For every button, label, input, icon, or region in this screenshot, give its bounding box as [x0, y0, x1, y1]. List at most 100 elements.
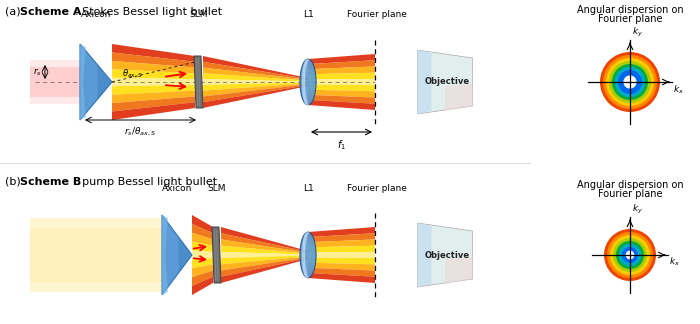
Polygon shape — [308, 60, 375, 69]
Polygon shape — [308, 79, 375, 85]
Polygon shape — [221, 252, 308, 258]
Text: Objective: Objective — [424, 250, 470, 260]
Polygon shape — [221, 255, 308, 264]
Polygon shape — [308, 90, 375, 98]
Polygon shape — [445, 257, 472, 284]
Circle shape — [619, 244, 641, 266]
Polygon shape — [308, 95, 375, 104]
Polygon shape — [203, 82, 308, 91]
Text: Fourier plane: Fourier plane — [347, 184, 407, 193]
Polygon shape — [203, 85, 308, 108]
Polygon shape — [192, 242, 213, 252]
Text: Angular dispersion on: Angular dispersion on — [577, 5, 683, 15]
Polygon shape — [192, 271, 213, 286]
Polygon shape — [308, 258, 375, 264]
Polygon shape — [203, 56, 308, 79]
Polygon shape — [192, 224, 213, 239]
Text: Axicon: Axicon — [80, 10, 111, 19]
Polygon shape — [300, 232, 316, 278]
Polygon shape — [445, 84, 472, 111]
Text: L1: L1 — [302, 184, 314, 193]
Polygon shape — [308, 239, 375, 247]
Polygon shape — [308, 252, 375, 258]
Polygon shape — [112, 69, 195, 79]
Circle shape — [607, 232, 653, 278]
Circle shape — [604, 229, 656, 281]
Polygon shape — [308, 227, 375, 237]
Polygon shape — [178, 237, 192, 273]
Circle shape — [600, 52, 660, 112]
Polygon shape — [308, 268, 375, 277]
Text: $\theta_{ax,S}$: $\theta_{ax,S}$ — [122, 68, 143, 80]
Text: $r_s/\theta_{ax,S}$: $r_s/\theta_{ax,S}$ — [125, 126, 157, 138]
Polygon shape — [112, 44, 195, 62]
Polygon shape — [162, 215, 168, 295]
Text: Fourier plane: Fourier plane — [347, 10, 407, 19]
Circle shape — [615, 67, 645, 97]
Polygon shape — [112, 78, 195, 86]
Polygon shape — [417, 223, 473, 287]
Text: (b): (b) — [5, 177, 21, 187]
Polygon shape — [203, 84, 308, 102]
Circle shape — [612, 64, 648, 100]
Text: Fourier plane: Fourier plane — [598, 14, 662, 24]
Polygon shape — [97, 65, 112, 99]
Polygon shape — [112, 52, 195, 68]
Text: $k_y$: $k_y$ — [632, 26, 643, 39]
Polygon shape — [308, 273, 375, 283]
Text: Scheme B: Scheme B — [20, 177, 81, 187]
Polygon shape — [203, 62, 308, 80]
Bar — [30, 228, 162, 282]
Polygon shape — [203, 83, 308, 97]
Text: $k_y$: $k_y$ — [632, 203, 643, 216]
Text: Fourier plane: Fourier plane — [598, 189, 662, 199]
Polygon shape — [308, 233, 375, 242]
Circle shape — [624, 75, 636, 88]
Polygon shape — [308, 85, 375, 91]
Text: Angular dispersion on: Angular dispersion on — [577, 180, 683, 190]
Polygon shape — [112, 102, 195, 120]
Polygon shape — [308, 263, 375, 271]
Circle shape — [622, 247, 638, 263]
Polygon shape — [221, 257, 308, 277]
Polygon shape — [192, 215, 213, 233]
Text: : Stokes Bessel light bullet: : Stokes Bessel light bullet — [75, 7, 222, 17]
Text: $k_x$: $k_x$ — [673, 83, 684, 96]
Text: L1: L1 — [302, 10, 314, 19]
Polygon shape — [80, 44, 86, 120]
Text: $k_x$: $k_x$ — [669, 256, 680, 269]
Polygon shape — [308, 54, 375, 64]
Polygon shape — [192, 250, 213, 260]
Polygon shape — [308, 73, 375, 79]
Circle shape — [603, 55, 657, 109]
Circle shape — [610, 235, 650, 275]
Polygon shape — [203, 73, 308, 82]
Polygon shape — [221, 239, 308, 254]
Polygon shape — [112, 97, 195, 111]
Text: Axicon: Axicon — [162, 184, 193, 193]
Polygon shape — [112, 85, 195, 95]
Polygon shape — [212, 227, 221, 283]
Polygon shape — [162, 215, 192, 295]
Polygon shape — [112, 91, 195, 103]
Circle shape — [613, 238, 647, 272]
Polygon shape — [221, 246, 308, 255]
Circle shape — [626, 250, 634, 260]
Text: Objective: Objective — [424, 77, 470, 87]
Polygon shape — [300, 59, 316, 105]
Polygon shape — [417, 223, 431, 287]
Polygon shape — [192, 233, 213, 246]
Bar — [30, 218, 162, 292]
Polygon shape — [417, 50, 473, 114]
Polygon shape — [308, 66, 375, 74]
Circle shape — [606, 58, 654, 106]
Polygon shape — [192, 264, 213, 277]
Polygon shape — [194, 56, 203, 108]
Polygon shape — [112, 61, 195, 73]
Bar — [30, 67, 80, 97]
Polygon shape — [192, 277, 213, 295]
Text: SLM: SLM — [190, 10, 209, 19]
Circle shape — [616, 241, 644, 269]
Circle shape — [618, 70, 642, 94]
Text: $r_s$: $r_s$ — [33, 66, 42, 78]
